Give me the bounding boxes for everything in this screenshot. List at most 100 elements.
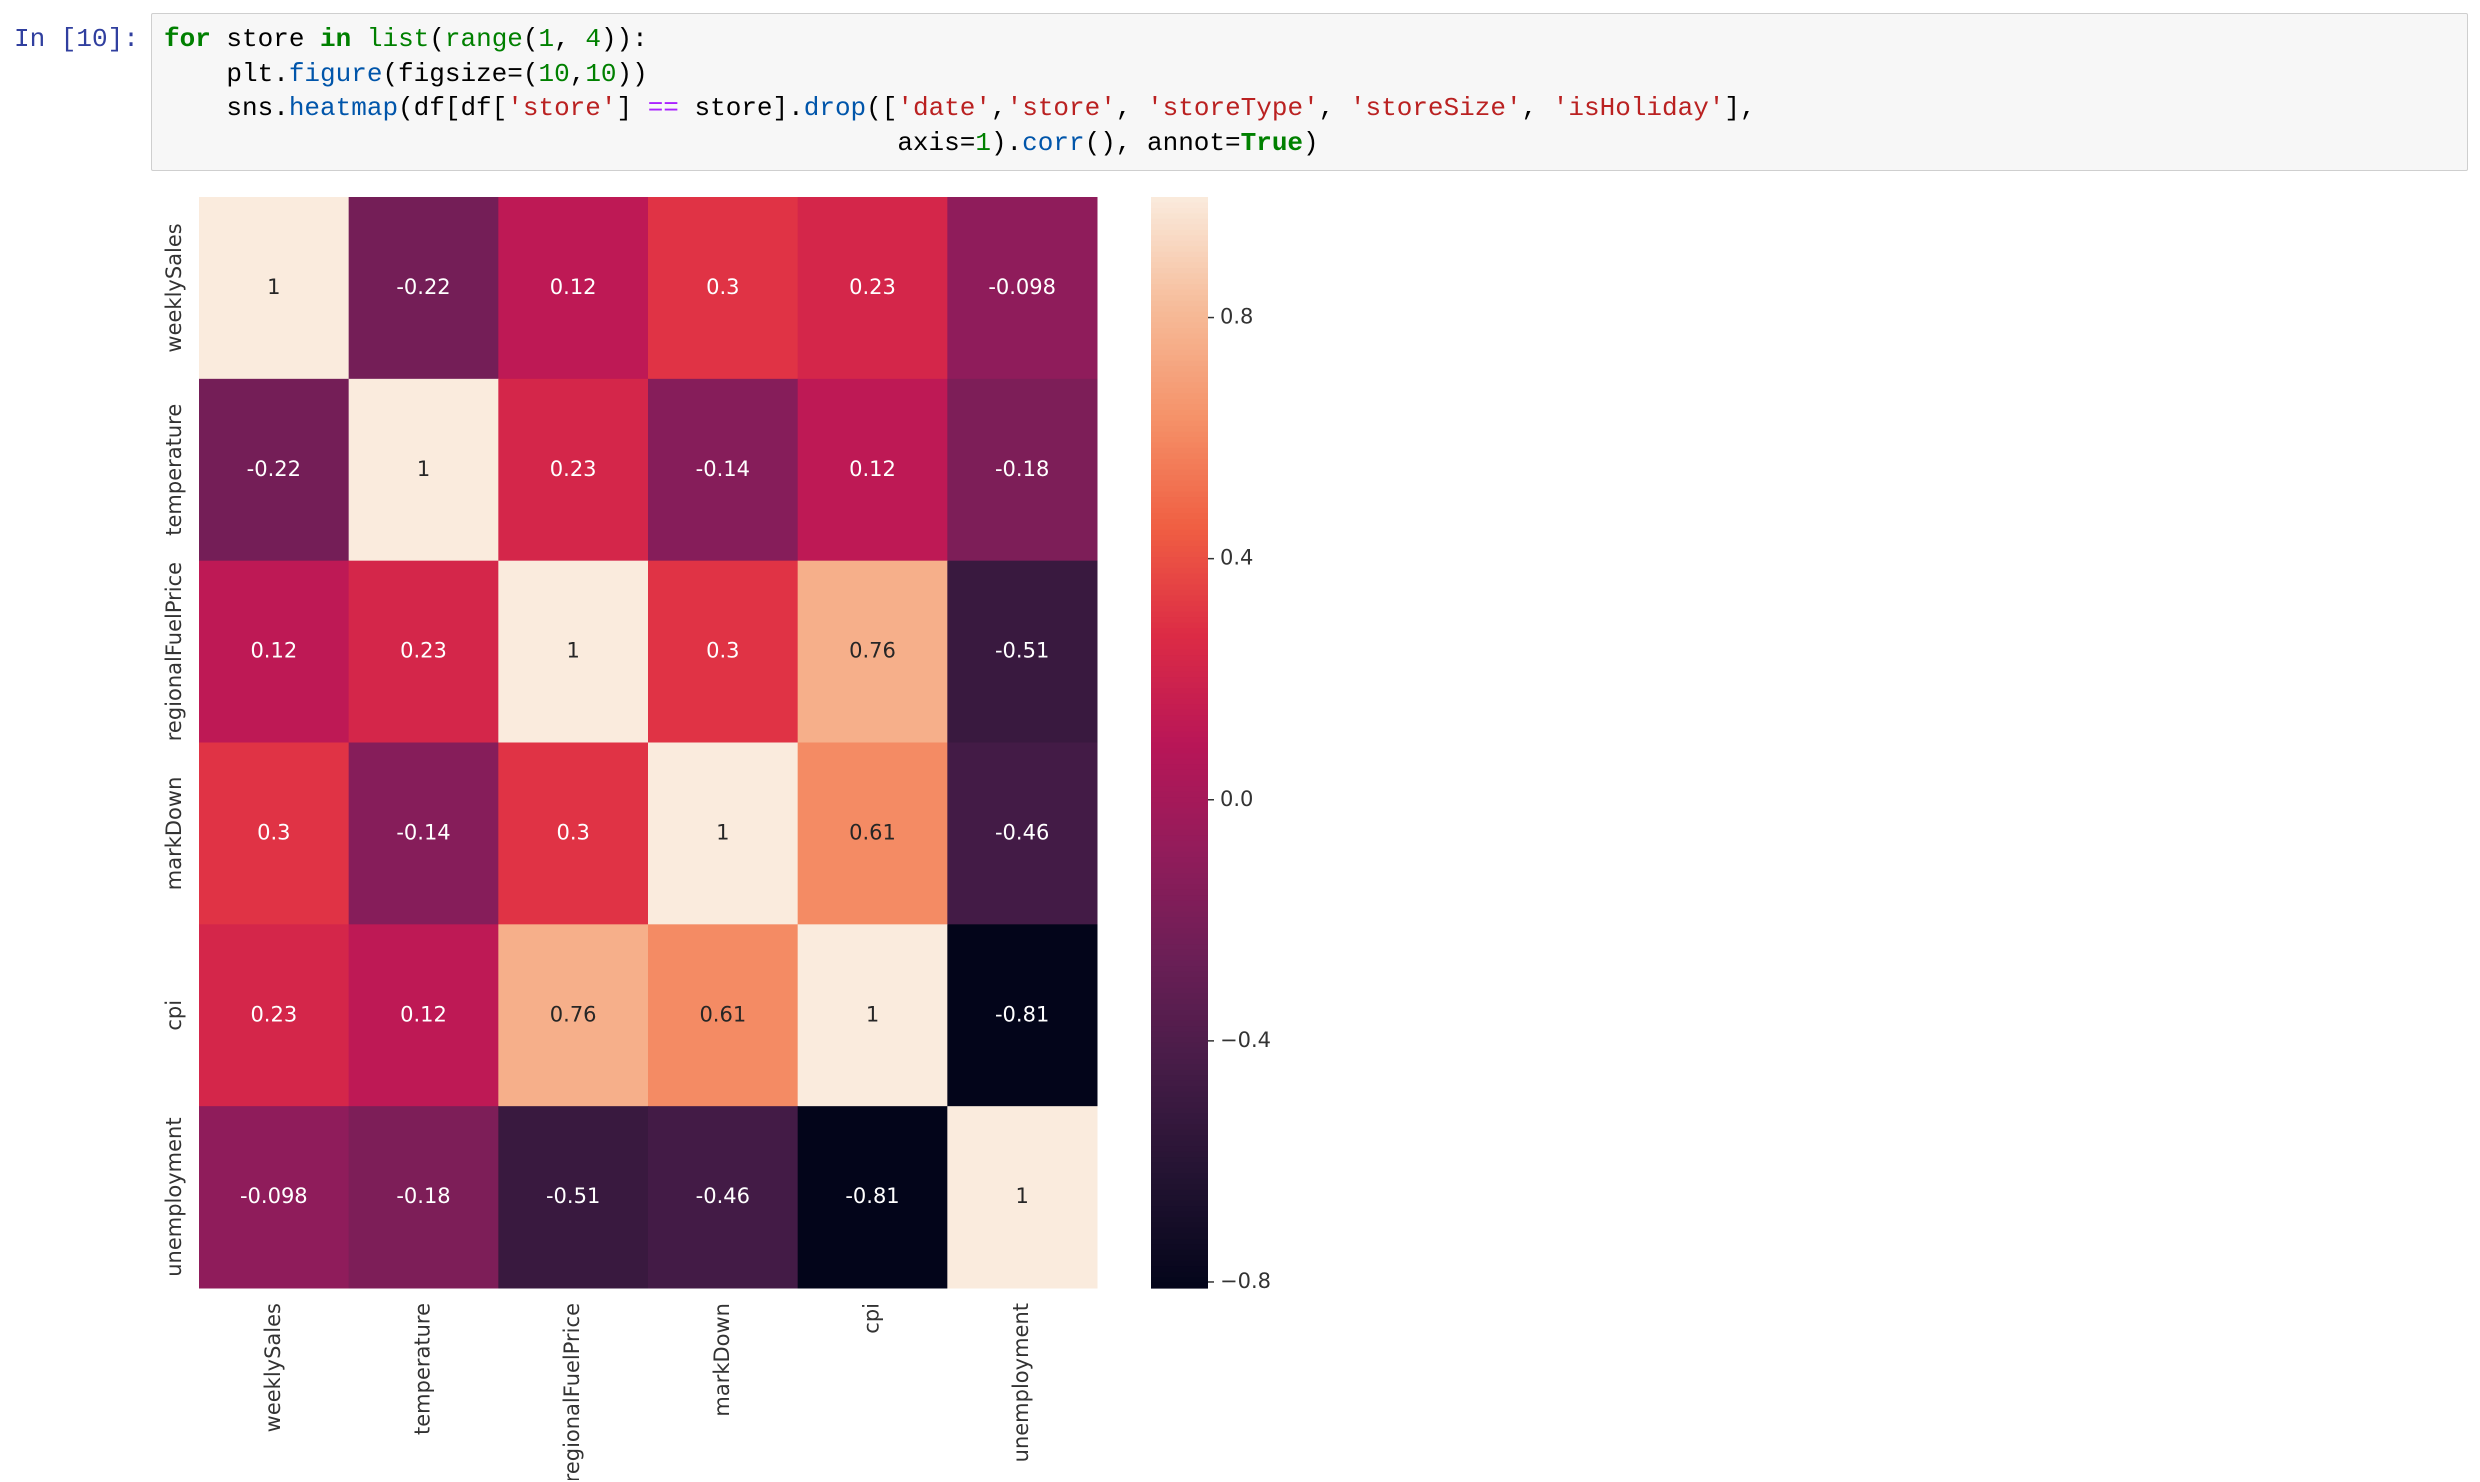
code-token: corr — [1022, 127, 1085, 158]
cell-annotation: 1 — [866, 1002, 879, 1026]
colorbar-segment — [1151, 906, 1208, 913]
colorbar-segment — [1151, 458, 1208, 465]
colorbar-segment — [1151, 1037, 1208, 1044]
colorbar-segment — [1151, 998, 1208, 1005]
colorbar-segment — [1151, 240, 1208, 247]
colorbar-segment — [1151, 382, 1208, 389]
colorbar-segment — [1151, 660, 1208, 667]
colorbar-segment — [1151, 197, 1208, 204]
heatmap-cell — [648, 560, 799, 743]
heatmap-cell — [947, 560, 1098, 743]
cell-annotation: 0.76 — [849, 639, 896, 663]
colorbar-segment — [1151, 1146, 1208, 1153]
colorbar-segment — [1151, 246, 1208, 253]
colorbar-segment — [1151, 1211, 1208, 1218]
heatmap-cell — [947, 197, 1098, 380]
colorbar-segment — [1151, 273, 1208, 280]
colorbar-segment — [1151, 557, 1208, 564]
colorbar-segment — [1151, 1189, 1208, 1196]
colorbar-segment — [1151, 366, 1208, 373]
cell-annotation: -0.46 — [995, 820, 1049, 844]
cell-annotation: 0.12 — [849, 457, 896, 481]
heatmap-cell — [348, 560, 499, 743]
colorbar-segment — [1151, 529, 1208, 536]
colorbar-segment — [1151, 344, 1208, 351]
colorbar-segment — [1151, 758, 1208, 765]
colorbar-segment — [1151, 1200, 1208, 1207]
colorbar-segment — [1151, 535, 1208, 542]
heatmap-cell — [348, 742, 499, 925]
colorbar-tick-label: 0.0 — [1220, 787, 1253, 811]
code-token: , — [1318, 93, 1350, 123]
colorbar-segment — [1151, 213, 1208, 220]
colorbar-segment — [1151, 797, 1208, 804]
colorbar-segment — [1151, 333, 1208, 340]
colorbar-segment — [1151, 589, 1208, 596]
colorbar-segment — [1151, 300, 1208, 307]
heatmap-cell — [797, 742, 948, 925]
colorbar-segment — [1151, 671, 1208, 678]
code-token: ] — [616, 93, 648, 123]
x-tick-label: cpi — [860, 1303, 884, 1334]
heatmap-cell — [797, 924, 948, 1107]
colorbar-segment — [1151, 867, 1208, 875]
colorbar-segment — [1151, 715, 1208, 722]
colorbar-segment — [1151, 371, 1208, 378]
code-token: 'storeType' — [1147, 93, 1319, 123]
cell-annotation: -0.81 — [845, 1184, 899, 1208]
code-token: axis= — [164, 127, 976, 158]
colorbar-segment — [1151, 1249, 1208, 1256]
colorbar-segment — [1151, 1135, 1208, 1142]
colorbar-segment — [1151, 578, 1208, 585]
colorbar-segment — [1151, 420, 1208, 427]
colorbar-segment — [1151, 862, 1208, 869]
colorbar-segment — [1151, 1222, 1208, 1229]
heatmap-cell — [498, 197, 649, 380]
code-token: (), annot= — [1084, 127, 1241, 158]
cell-prompt: In [10]: — [14, 24, 139, 54]
cell-annotation: 1 — [267, 275, 280, 299]
colorbar-segment — [1151, 769, 1208, 776]
heatmap-cell — [348, 378, 499, 562]
cell-annotation: -0.18 — [995, 457, 1049, 481]
colorbar-segment — [1151, 878, 1208, 885]
colorbar-segment — [1151, 840, 1208, 847]
colorbar-segment — [1151, 982, 1208, 989]
cell-annotation: -0.14 — [696, 457, 750, 481]
colorbar-segment — [1151, 666, 1208, 673]
colorbar-segment — [1151, 884, 1208, 891]
colorbar-segment — [1151, 889, 1208, 896]
colorbar-segment — [1151, 486, 1208, 493]
colorbar-segment — [1151, 813, 1208, 820]
cell-annotation: -0.51 — [995, 639, 1049, 663]
colorbar-segment — [1151, 317, 1208, 324]
code-token: ) — [1303, 127, 1319, 158]
code-token: store]. — [678, 93, 804, 123]
colorbar-segment — [1151, 644, 1208, 651]
colorbar-segment — [1151, 567, 1208, 574]
heatmap-cell — [648, 1106, 799, 1289]
colorbar-segment — [1151, 704, 1208, 711]
cell-annotation: -0.51 — [546, 1184, 600, 1208]
cell-annotation: -0.098 — [988, 275, 1056, 299]
colorbar-segment — [1151, 229, 1208, 236]
cell-annotation: -0.22 — [396, 275, 450, 299]
colorbar-segment — [1151, 1227, 1208, 1235]
colorbar-segment — [1151, 1113, 1208, 1120]
colorbar-segment — [1151, 731, 1208, 738]
code-token: range — [444, 24, 523, 54]
cell-annotation: -0.14 — [396, 820, 450, 844]
colorbar-segment — [1151, 1097, 1208, 1104]
colorbar-segment — [1151, 1009, 1208, 1016]
code-token: == — [647, 93, 679, 123]
cell-annotation: 0.12 — [400, 1002, 447, 1026]
colorbar-segment — [1151, 475, 1208, 482]
colorbar-segment — [1151, 480, 1208, 487]
code-cell[interactable]: for store in list(range(1, 4)): plt.figu… — [151, 13, 2468, 171]
heatmap-cell — [947, 742, 1098, 925]
code-token: 'isHoliday' — [1552, 93, 1725, 123]
cell-annotation: 0.61 — [699, 1002, 746, 1026]
code-token: for — [164, 24, 211, 54]
y-tick-label: weeklySales — [162, 223, 186, 352]
heatmap-cell — [199, 742, 350, 925]
